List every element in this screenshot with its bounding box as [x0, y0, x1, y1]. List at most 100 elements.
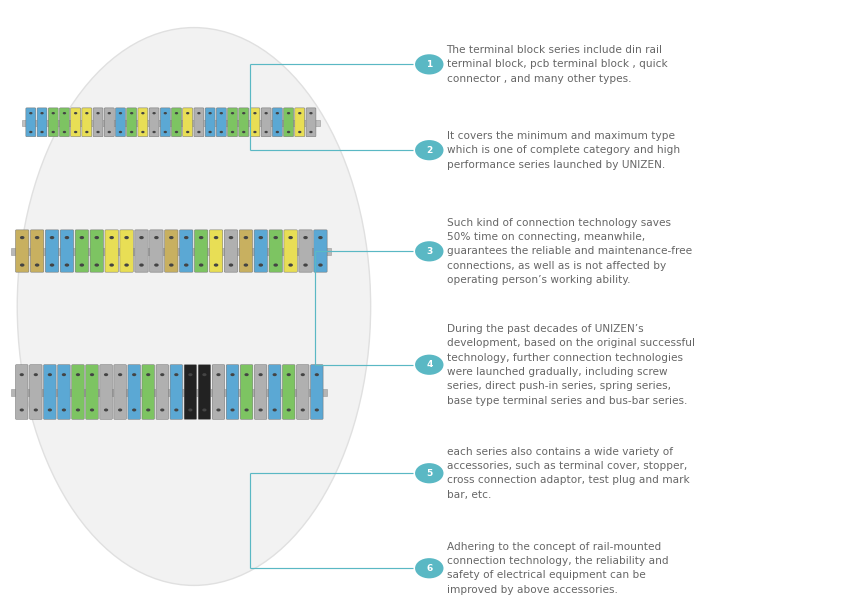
- FancyBboxPatch shape: [90, 230, 103, 272]
- FancyBboxPatch shape: [86, 365, 98, 419]
- Text: 5: 5: [425, 469, 432, 478]
- Circle shape: [65, 236, 69, 239]
- Circle shape: [245, 373, 249, 376]
- Circle shape: [132, 408, 136, 411]
- FancyBboxPatch shape: [105, 230, 118, 272]
- FancyBboxPatch shape: [183, 108, 193, 137]
- Circle shape: [309, 131, 313, 133]
- FancyBboxPatch shape: [240, 365, 252, 419]
- FancyBboxPatch shape: [296, 365, 309, 419]
- Circle shape: [264, 112, 268, 115]
- Bar: [22, 120, 320, 126]
- FancyBboxPatch shape: [272, 108, 282, 137]
- FancyBboxPatch shape: [238, 108, 249, 137]
- Circle shape: [169, 236, 173, 239]
- Circle shape: [90, 408, 94, 411]
- FancyBboxPatch shape: [250, 108, 260, 137]
- Circle shape: [63, 131, 66, 133]
- Circle shape: [186, 112, 189, 115]
- Circle shape: [231, 131, 234, 133]
- FancyBboxPatch shape: [306, 108, 315, 137]
- FancyBboxPatch shape: [313, 230, 327, 272]
- FancyBboxPatch shape: [127, 365, 140, 419]
- Circle shape: [231, 112, 234, 115]
- Circle shape: [188, 373, 192, 376]
- Circle shape: [104, 408, 108, 411]
- Circle shape: [244, 236, 248, 239]
- FancyBboxPatch shape: [71, 108, 80, 137]
- Circle shape: [47, 408, 52, 411]
- Bar: [11, 389, 327, 396]
- Circle shape: [141, 112, 145, 115]
- Circle shape: [202, 373, 207, 376]
- Circle shape: [414, 54, 443, 75]
- Circle shape: [174, 373, 178, 376]
- Circle shape: [50, 236, 54, 239]
- FancyBboxPatch shape: [134, 230, 148, 272]
- Circle shape: [160, 373, 164, 376]
- Circle shape: [220, 131, 223, 133]
- FancyBboxPatch shape: [26, 108, 35, 137]
- Circle shape: [146, 408, 150, 411]
- Text: It covers the minimum and maximum type
which is one of complete category and hig: It covers the minimum and maximum type w…: [446, 131, 678, 170]
- Text: 1: 1: [425, 60, 432, 69]
- FancyBboxPatch shape: [171, 108, 181, 137]
- Text: 2: 2: [425, 146, 432, 154]
- FancyBboxPatch shape: [268, 365, 281, 419]
- Circle shape: [300, 373, 305, 376]
- Circle shape: [228, 236, 233, 239]
- Circle shape: [258, 373, 263, 376]
- FancyBboxPatch shape: [179, 230, 193, 272]
- Circle shape: [264, 131, 268, 133]
- Circle shape: [175, 112, 178, 115]
- Circle shape: [20, 373, 24, 376]
- Circle shape: [216, 408, 220, 411]
- Circle shape: [109, 264, 114, 267]
- FancyBboxPatch shape: [149, 108, 159, 137]
- Circle shape: [154, 236, 158, 239]
- Circle shape: [40, 131, 44, 133]
- FancyBboxPatch shape: [283, 230, 297, 272]
- Circle shape: [314, 373, 319, 376]
- FancyBboxPatch shape: [59, 108, 69, 137]
- FancyBboxPatch shape: [212, 365, 225, 419]
- Circle shape: [273, 264, 277, 267]
- Circle shape: [52, 112, 55, 115]
- Circle shape: [74, 131, 77, 133]
- FancyBboxPatch shape: [71, 365, 84, 419]
- Circle shape: [276, 131, 279, 133]
- Circle shape: [40, 112, 44, 115]
- FancyBboxPatch shape: [115, 108, 126, 137]
- Circle shape: [52, 131, 55, 133]
- Circle shape: [303, 264, 307, 267]
- Circle shape: [63, 112, 66, 115]
- Circle shape: [124, 264, 128, 267]
- Circle shape: [109, 236, 114, 239]
- FancyBboxPatch shape: [127, 108, 136, 137]
- FancyBboxPatch shape: [310, 365, 323, 419]
- Circle shape: [34, 236, 40, 239]
- FancyBboxPatch shape: [160, 108, 170, 137]
- Circle shape: [197, 112, 201, 115]
- Circle shape: [146, 373, 150, 376]
- Circle shape: [79, 236, 84, 239]
- Circle shape: [273, 236, 277, 239]
- FancyBboxPatch shape: [283, 108, 293, 137]
- Circle shape: [186, 131, 189, 133]
- Circle shape: [108, 112, 111, 115]
- FancyBboxPatch shape: [205, 108, 215, 137]
- Text: 6: 6: [425, 564, 432, 573]
- Circle shape: [96, 131, 100, 133]
- FancyBboxPatch shape: [58, 365, 70, 419]
- FancyBboxPatch shape: [75, 230, 89, 272]
- Circle shape: [130, 131, 133, 133]
- Circle shape: [139, 236, 144, 239]
- Circle shape: [139, 264, 144, 267]
- Circle shape: [20, 408, 24, 411]
- Circle shape: [414, 463, 443, 483]
- Circle shape: [318, 264, 322, 267]
- FancyBboxPatch shape: [216, 108, 226, 137]
- Circle shape: [124, 236, 128, 239]
- Circle shape: [287, 131, 290, 133]
- FancyBboxPatch shape: [120, 230, 133, 272]
